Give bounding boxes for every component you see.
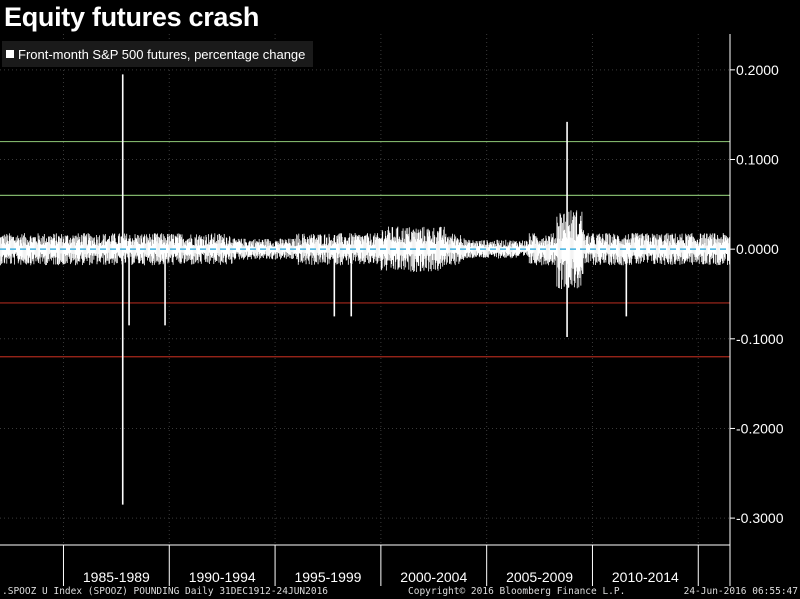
reference-lines (0, 140, 730, 358)
gridlines (0, 34, 730, 545)
y-tick-label-1: 0.1000 (736, 152, 779, 168)
x-tick-label-0: 1985-1989 (83, 569, 150, 585)
footer-copyright: Copyright© 2016 Bloomberg Finance L.P. (408, 586, 626, 597)
y-tick-label-0: 0.2000 (736, 62, 779, 78)
chart-title: Equity futures crash (4, 2, 260, 32)
legend-label: Front-month S&P 500 futures, percentage … (18, 46, 306, 62)
x-ticks: 1985-1989 1990-1994 1995-1999 2000-2004 2005… (62, 545, 699, 586)
x-tick-label-5: 2010-2014 (612, 569, 679, 585)
x-tick-label-4: 2005-2009 (506, 569, 573, 585)
x-tick-label-1: 1990-1994 (189, 569, 256, 585)
x-tick-label-3: 2000-2004 (400, 569, 467, 585)
y-ticks: 0.2000 0.1000 0.0000 -0.1000 -0.2000 -0.3000 (730, 62, 784, 526)
bar-series (0, 74, 730, 505)
legend: Front-month S&P 500 futures, percentage … (2, 41, 314, 67)
y-tick-label-2: 0.0000 (736, 241, 779, 257)
y-tick-label-5: -0.3000 (736, 510, 784, 526)
x-tick-label-2: 1995-1999 (294, 569, 361, 585)
footer-timestamp: 24-Jun-2016 06:55:47 (683, 586, 798, 597)
y-tick-label-4: -0.2000 (736, 420, 784, 436)
y-tick-label-3: -0.1000 (736, 331, 784, 347)
footer-index-info: .SPOOZ U Index (SPOOZ) POUNDING Daily 31… (2, 586, 329, 597)
legend-swatch (6, 50, 14, 58)
footer: .SPOOZ U Index (SPOOZ) POUNDING Daily 31… (0, 586, 800, 599)
